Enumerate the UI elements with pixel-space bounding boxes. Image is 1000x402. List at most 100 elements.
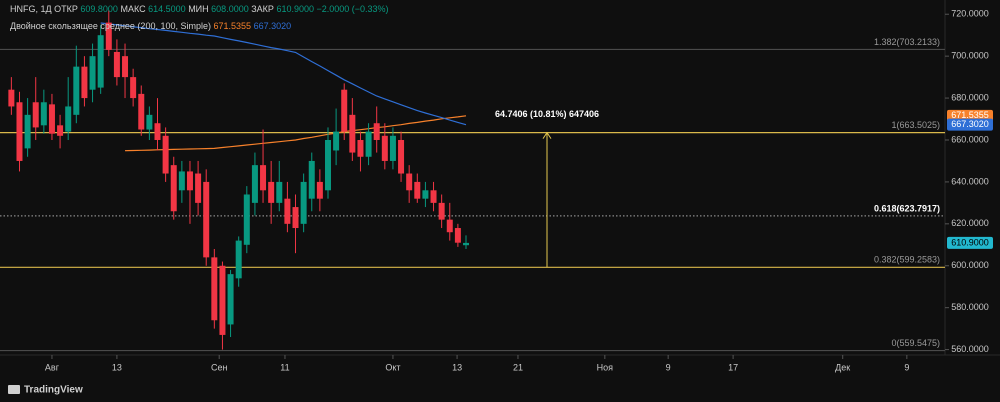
fib-label: 1.382(703.2133)	[874, 37, 940, 47]
y-tick-label: 720.0000	[951, 9, 989, 19]
price-tag-label: 610.9000	[951, 237, 989, 247]
x-tick-label: 13	[112, 362, 122, 372]
y-tick-label: 620.0000	[951, 218, 989, 228]
candle-body	[8, 89, 15, 107]
candle-body	[284, 198, 291, 224]
candle-body	[300, 181, 307, 224]
candle-body	[73, 66, 80, 115]
candle-body	[122, 56, 129, 78]
candle-body	[138, 93, 145, 130]
candle-body	[154, 123, 161, 140]
candle-body	[219, 265, 226, 335]
logo-icon	[8, 385, 20, 394]
ohlc-name: МАКС	[120, 4, 146, 14]
candle-body	[341, 89, 348, 132]
price-tag-label: 667.3020	[951, 119, 989, 129]
candle-body	[57, 125, 64, 136]
candle-body	[308, 160, 315, 199]
measure-label: 64.7406 (10.81%) 647406	[495, 109, 599, 119]
candle-body	[276, 181, 283, 203]
fib-label: 1(663.5025)	[891, 120, 940, 130]
y-tick-label: 600.0000	[951, 260, 989, 270]
candle-body	[97, 35, 104, 88]
y-tick-label: 640.0000	[951, 176, 989, 186]
x-tick-label: 11	[280, 362, 289, 372]
candle-body	[333, 131, 340, 151]
indicator-value: 671.5355	[214, 21, 252, 31]
symbol: HNFG, 1Д	[10, 4, 52, 14]
candle-body	[430, 190, 437, 203]
fib-label: 0.382(599.2583)	[874, 255, 940, 265]
candle-body	[203, 181, 210, 258]
x-tick-label: Окт	[385, 362, 400, 372]
candle-body	[381, 135, 388, 161]
candle-body	[211, 257, 218, 321]
candle-body	[162, 135, 169, 174]
candle-body	[414, 181, 421, 199]
candle-body	[454, 228, 461, 243]
plot: 560.0000 580.0000 600.0000 620.0000 640.0000…	[0, 9, 989, 372]
candle-body	[389, 135, 396, 161]
candle-body	[398, 139, 405, 174]
measure-arrow	[542, 131, 552, 139]
x-tick-label: 21	[513, 362, 523, 372]
candle-body	[48, 104, 55, 134]
candle-body	[422, 190, 429, 199]
candle-body	[357, 139, 364, 157]
change: −2.0000 (−0.33%)	[317, 4, 389, 14]
price-tag	[947, 236, 993, 249]
y-tick-label: 700.0000	[951, 51, 989, 61]
candle-body	[195, 173, 202, 203]
candle-body	[40, 102, 47, 126]
candle-body	[178, 171, 185, 191]
ohlc-name: МИН	[188, 4, 208, 14]
header: HNFG, 1Д ОТКР 609.8000 МАКС 614.5000 МИН…	[10, 4, 389, 14]
y-tick-label: 680.0000	[951, 92, 989, 102]
candle-body	[292, 207, 299, 229]
candle-body	[260, 165, 267, 191]
candle-body	[170, 165, 177, 212]
y-tick-label: 660.0000	[951, 134, 989, 144]
x-tick-label: 13	[452, 362, 462, 372]
candle-body	[463, 242, 470, 246]
ohlc-value: 610.9000	[276, 4, 314, 14]
candle-body	[349, 114, 356, 153]
candle-body	[251, 165, 258, 203]
candle-body	[65, 106, 72, 132]
candle-body	[89, 56, 96, 90]
ohlc-name: ОТКР	[54, 4, 78, 14]
ma-line	[100, 22, 467, 126]
brand: TradingView	[24, 385, 83, 396]
y-tick-label: 580.0000	[951, 302, 989, 312]
y-tick-label: 560.0000	[951, 344, 989, 354]
candle-body	[227, 274, 234, 325]
fib-label: 0.618(623.7917)	[874, 203, 940, 213]
x-tick-label: Авг	[45, 362, 60, 372]
logo: TradingView	[8, 385, 83, 396]
candle-body	[316, 181, 323, 199]
candle-body	[243, 194, 250, 245]
candle-body	[130, 77, 137, 99]
candle-body	[406, 173, 413, 191]
candle-body	[446, 219, 453, 233]
x-tick-label: Сен	[211, 362, 228, 372]
ohlc-value: 608.0000	[211, 4, 249, 14]
candle-body	[32, 102, 39, 128]
candle-body	[24, 114, 31, 149]
candle-body	[16, 102, 23, 161]
candle-body	[81, 66, 88, 99]
x-tick-label: 17	[728, 362, 738, 372]
price-tag	[947, 118, 993, 131]
ma-line	[124, 115, 467, 152]
ohlc-value: 614.5000	[148, 4, 186, 14]
fib-label: 0(559.5475)	[891, 338, 940, 348]
candle-body	[235, 240, 242, 279]
indicator-value: 667.3020	[254, 21, 292, 31]
candle-body	[324, 139, 331, 191]
x-tick-label: Дек	[835, 362, 850, 372]
ohlc-value: 609.8000	[80, 4, 118, 14]
candle-body	[438, 202, 445, 220]
ohlc-name: ЗАКР	[251, 4, 274, 14]
